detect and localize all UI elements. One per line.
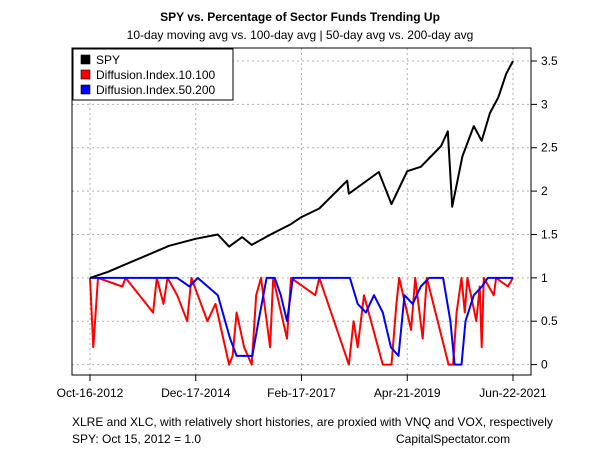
footer-source: CapitalSpectator.com [396,432,511,446]
series-line-spy [89,60,514,279]
chart-title: SPY vs. Percentage of Sector Funds Trend… [160,10,440,24]
y-tick-label: 2.5 [541,141,558,155]
x-tick-label: Jun-22-2021 [479,386,547,400]
y-axis: 0 0.5 1 1.5 2 2.5 3 3.5 [531,54,558,372]
series-line-diffusion-index-50-200 [90,276,513,366]
chart-subtitle: 10-day moving avg vs. 100-day avg | 50-d… [127,28,474,42]
legend-box [72,48,234,101]
legend-label: Diffusion.Index.50.200 [96,83,216,97]
y-tick-label: 3.5 [541,54,558,68]
series-layer [89,60,514,366]
legend-swatch [80,54,91,65]
y-tick-label: 1.5 [541,227,558,241]
y-tick-label: 1 [541,271,548,285]
y-tick-label: 0.5 [541,314,558,328]
x-tick-label: Oct-16-2012 [57,386,124,400]
legend-swatch [80,84,91,95]
x-axis: Oct-16-2012 Dec-17-2014 Feb-17-2017 Apr-21-… [57,375,547,400]
x-tick-label: Apr-21-2019 [374,386,441,400]
y-tick-label: 0 [541,358,548,372]
legend-swatch [80,69,91,80]
y-tick-label: 2 [541,184,548,198]
y-tick-label: 3 [541,97,548,111]
legend-label: Diffusion.Index.10.100 [96,68,216,82]
legend: SPYDiffusion.Index.10.100Diffusion.Index… [72,48,234,101]
footer-base: SPY: Oct 15, 2012 = 1.0 [72,432,202,446]
legend-label: SPY [96,53,120,67]
x-tick-label: Feb-17-2017 [267,386,336,400]
x-tick-label: Dec-17-2014 [161,386,231,400]
footer-note: XLRE and XLC, with relatively short hist… [72,415,553,429]
